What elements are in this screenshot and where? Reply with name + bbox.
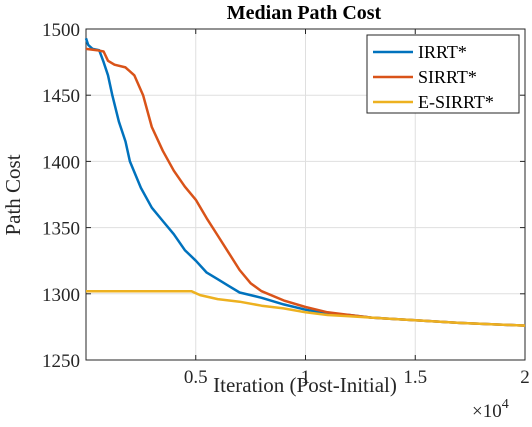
- x-tick-label: 0.5: [184, 367, 208, 388]
- chart-title: Median Path Cost: [227, 2, 382, 24]
- legend-label: SIRRT*: [418, 67, 477, 87]
- x-tick-label: 1.5: [403, 367, 427, 388]
- y-tick-label: 1500: [42, 20, 80, 41]
- series-line-sirrt: [85, 47, 526, 327]
- x-tick-label: 2: [520, 367, 530, 388]
- legend-label: E-SIRRT*: [418, 92, 494, 112]
- y-axis-label: Path Cost: [1, 154, 25, 235]
- y-axis: 1250 1300 1350 1400 1450 1500: [42, 20, 525, 372]
- legend: IRRT* SIRRT* E-SIRRT*: [366, 34, 520, 114]
- series-lines: [84, 37, 526, 327]
- x-exponent-label: ×104: [472, 397, 509, 422]
- y-tick-label: 1250: [42, 351, 80, 372]
- x-axis: 0.5 1 1.5 2: [184, 29, 530, 388]
- y-tick-label: 1300: [42, 285, 80, 306]
- y-tick-label: 1450: [42, 86, 80, 107]
- x-exponent-base: ×10: [472, 401, 502, 422]
- series-line-e-sirrt: [86, 289, 526, 327]
- legend-label: IRRT*: [418, 42, 467, 62]
- legend-box: [366, 34, 520, 114]
- x-axis-label: Iteration (Post-Initial): [213, 373, 397, 397]
- x-tick-label: 1: [301, 367, 311, 388]
- x-exponent-power: 4: [502, 397, 509, 412]
- y-tick-label: 1400: [42, 152, 80, 173]
- y-tick-label: 1350: [42, 219, 80, 240]
